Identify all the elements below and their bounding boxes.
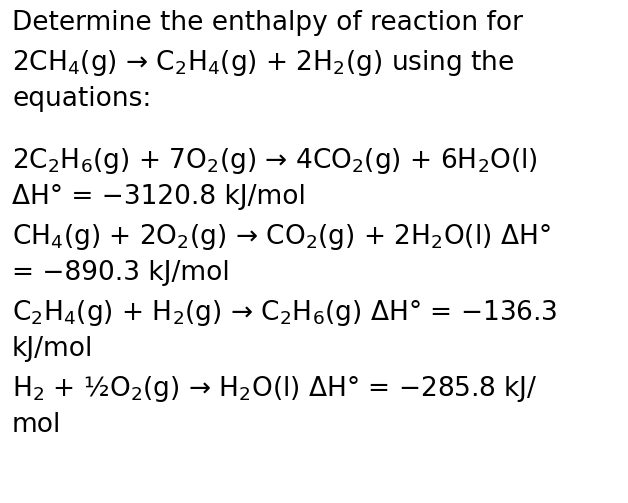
Text: 2CH$_4$(g) → C$_2$H$_4$(g) + 2H$_2$(g) using the: 2CH$_4$(g) → C$_2$H$_4$(g) + 2H$_2$(g) u…: [12, 48, 514, 78]
Text: CH$_4$(g) + 2O$_2$(g) → CO$_2$(g) + 2H$_2$O(l) ΔH°: CH$_4$(g) + 2O$_2$(g) → CO$_2$(g) + 2H$_…: [12, 222, 551, 252]
Text: ΔH° = −3120.8 kJ/mol: ΔH° = −3120.8 kJ/mol: [12, 184, 306, 210]
Text: = −890.3 kJ/mol: = −890.3 kJ/mol: [12, 260, 230, 286]
Text: kJ/mol: kJ/mol: [12, 336, 94, 362]
Text: C$_2$H$_4$(g) + H$_2$(g) → C$_2$H$_6$(g) ΔH° = −136.3: C$_2$H$_4$(g) + H$_2$(g) → C$_2$H$_6$(g)…: [12, 298, 558, 328]
Text: equations:: equations:: [12, 86, 151, 112]
Text: H$_2$ + ½O$_2$(g) → H$_2$O(l) ΔH° = −285.8 kJ/: H$_2$ + ½O$_2$(g) → H$_2$O(l) ΔH° = −285…: [12, 374, 538, 404]
Text: mol: mol: [12, 412, 62, 438]
Text: Determine the enthalpy of reaction for: Determine the enthalpy of reaction for: [12, 10, 523, 36]
Text: 2C$_2$H$_6$(g) + 7O$_2$(g) → 4CO$_2$(g) + 6H$_2$O(l): 2C$_2$H$_6$(g) + 7O$_2$(g) → 4CO$_2$(g) …: [12, 146, 538, 176]
